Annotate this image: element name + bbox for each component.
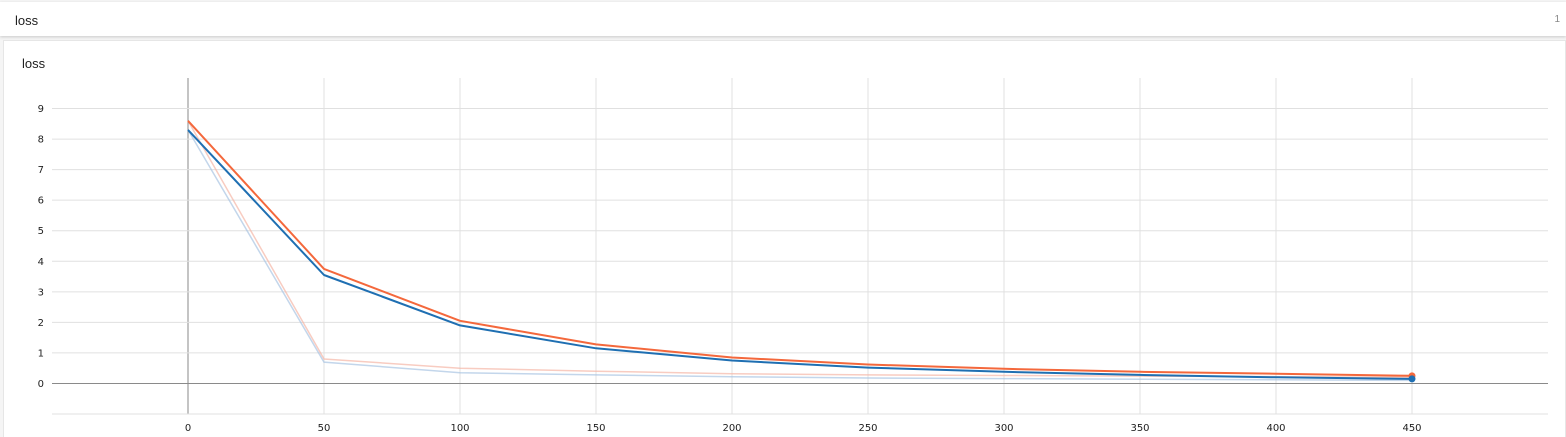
x-tick-label: 350 [1130, 423, 1149, 434]
chart-title: loss [22, 56, 46, 71]
y-tick-label: 6 [38, 196, 44, 207]
group-title: loss [15, 13, 39, 28]
x-tick-label: 50 [318, 423, 331, 434]
y-tick-label: 4 [38, 257, 44, 268]
x-tick-label: 0 [185, 423, 191, 434]
x-tick-label: 450 [1402, 423, 1421, 434]
x-tick-label: 200 [722, 423, 741, 434]
y-tick-label: 3 [38, 287, 44, 298]
series-2-line [187, 129, 1413, 380]
series-1-line [187, 120, 1413, 377]
y-tick-label: 9 [38, 104, 44, 115]
chart-card: loss 0 50 100 150 200 250 300 350 400 450 0 1 2 3 4 5 6 7… [3, 40, 1566, 437]
series-1-raw-line [187, 120, 1413, 379]
series-2-last-point [1408, 375, 1416, 383]
x-tick-label: 400 [1266, 423, 1285, 434]
loss-chart[interactable]: 0 50 100 150 200 250 300 350 400 450 0 1 2 3 4 5 6 7 8 9 [4, 41, 1565, 437]
header-bar[interactable]: loss 1 [0, 2, 1566, 36]
series-2-raw-line [187, 129, 1413, 382]
y-tick-label: 5 [38, 226, 44, 237]
x-tick-label: 100 [450, 423, 469, 434]
y-tick-label: 2 [38, 318, 44, 329]
y-tick-label: 8 [38, 135, 44, 146]
x-tick-label: 150 [586, 423, 605, 434]
x-tick-label: 250 [858, 423, 877, 434]
x-tick-label: 300 [994, 423, 1013, 434]
y-tick-label: 1 [38, 348, 44, 359]
y-tick-label: 0 [38, 379, 44, 390]
y-tick-label: 7 [38, 165, 44, 176]
chart-count: 1 [1554, 14, 1560, 25]
